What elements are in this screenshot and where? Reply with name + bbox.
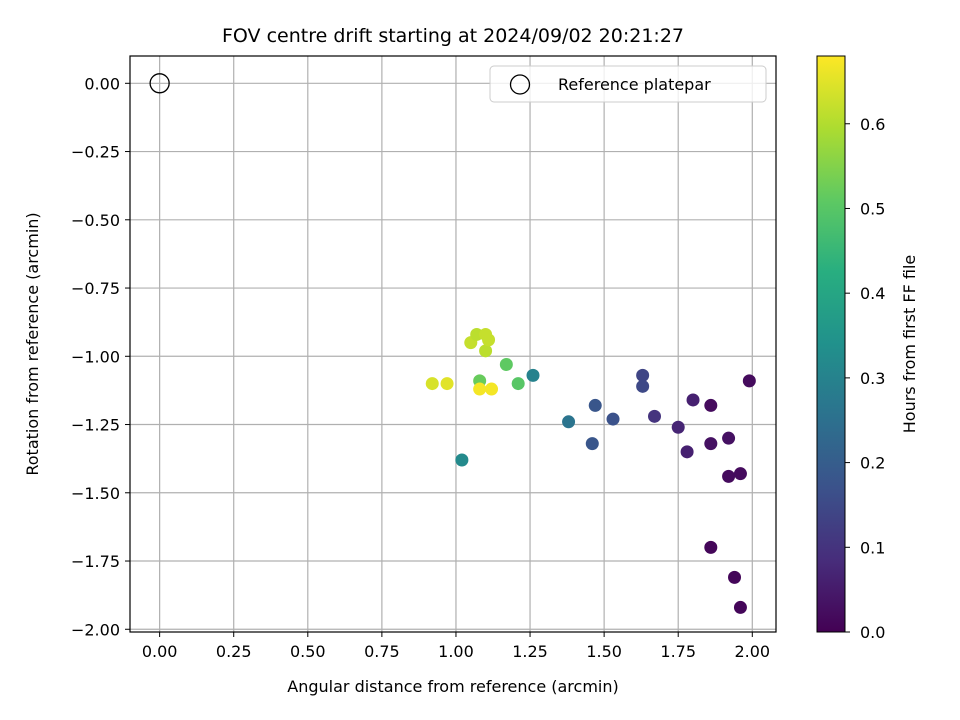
data-point [671, 420, 685, 434]
x-tick-label: 1.50 [586, 642, 622, 661]
data-point [704, 437, 718, 451]
data-point [473, 382, 487, 396]
data-point [742, 374, 756, 388]
data-point [686, 393, 700, 407]
data-point [440, 377, 454, 391]
data-point [636, 379, 650, 393]
data-points [149, 73, 756, 614]
data-point [585, 437, 599, 451]
data-point [470, 327, 484, 341]
y-tick-label: −1.00 [71, 347, 120, 366]
colorbar-tick-label: 0.0 [860, 623, 885, 642]
data-point [526, 368, 540, 382]
data-point [425, 377, 439, 391]
data-point [733, 467, 747, 481]
colorbar-tick-label: 0.6 [860, 115, 885, 134]
data-point [562, 415, 576, 429]
y-tick-label: −1.75 [71, 552, 120, 571]
data-point [482, 333, 496, 347]
y-axis-label: Rotation from reference (arcmin) [23, 212, 42, 475]
data-point [511, 377, 525, 391]
x-axis-label: Angular distance from reference (arcmin) [287, 677, 618, 696]
colorbar-tick-label: 0.3 [860, 369, 885, 388]
data-point [636, 368, 650, 382]
legend: Reference platepar [489, 65, 767, 103]
data-point [728, 570, 742, 584]
x-tick-label: 1.00 [438, 642, 474, 661]
reference-platepar-marker [149, 73, 170, 94]
chart-title: FOV centre drift starting at 2024/09/02 … [222, 25, 684, 47]
data-point [722, 469, 736, 483]
y-tick-label: 0.00 [84, 74, 120, 93]
colorbar-tick-label: 0.4 [860, 284, 885, 303]
colorbar-tick-label: 0.2 [860, 454, 885, 473]
legend-label-reference: Reference platepar [558, 75, 711, 94]
data-point [479, 344, 493, 358]
x-tick-label: 0.50 [290, 642, 326, 661]
colorbar-tick-label: 0.5 [860, 199, 885, 218]
data-point [499, 357, 513, 371]
data-point [704, 398, 718, 412]
data-point [606, 412, 620, 426]
y-tick-label: −2.00 [71, 620, 120, 639]
y-tick-label: −1.25 [71, 416, 120, 435]
x-axis: 0.00 0.25 0.50 0.75 1.00 1.25 1.50 1.75 2.00 [142, 632, 770, 661]
colorbar-ticks: 0.0 0.1 0.2 0.3 0.4 0.5 0.6 [845, 115, 885, 642]
data-point [485, 382, 499, 396]
x-tick-label: 0.25 [216, 642, 252, 661]
x-tick-label: 0.75 [364, 642, 400, 661]
colorbar: 0.0 0.1 0.2 0.3 0.4 0.5 0.6 Hours from first F… [816, 55, 919, 642]
y-axis: 0.00 −0.25 −0.50 −0.75 −1.00 −1.25 −1.50 −1.75 −… [71, 74, 130, 639]
y-tick-label: −0.50 [71, 211, 120, 230]
data-point [680, 445, 694, 459]
y-tick-label: −1.50 [71, 484, 120, 503]
data-point [733, 600, 747, 614]
plot-frame [129, 55, 777, 633]
data-point [588, 398, 602, 412]
colorbar-label: Hours from first FF file [900, 255, 919, 434]
legend-marker-reference [509, 74, 531, 95]
x-tick-label: 2.00 [734, 642, 770, 661]
grid-lines [130, 56, 776, 632]
colorbar-gradient [816, 55, 846, 633]
y-tick-label: −0.25 [71, 143, 120, 162]
legend-box [489, 65, 767, 103]
x-tick-label: 1.75 [660, 642, 696, 661]
x-tick-label: 1.25 [512, 642, 548, 661]
y-tick-label: −0.75 [71, 279, 120, 298]
x-tick-label: 0.00 [142, 642, 178, 661]
data-point [455, 453, 469, 467]
colorbar-tick-label: 0.1 [860, 538, 885, 557]
data-point [722, 431, 736, 445]
data-point [648, 409, 662, 423]
data-point [704, 540, 718, 554]
